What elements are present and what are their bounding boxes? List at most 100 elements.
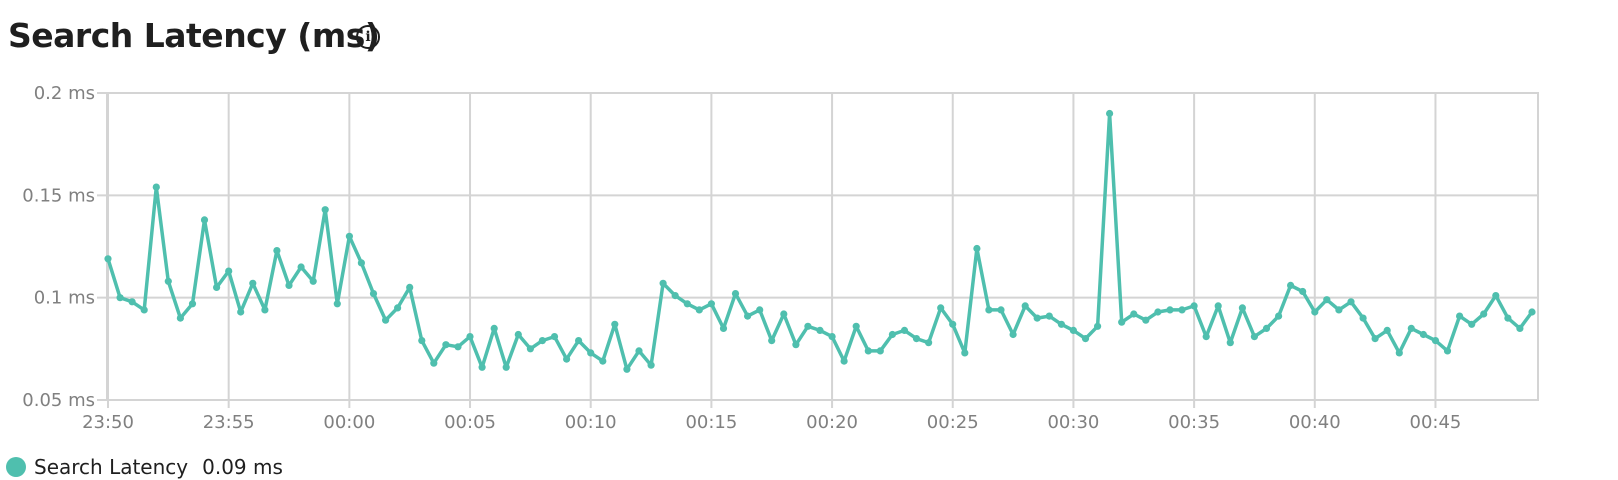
data-point — [116, 294, 124, 302]
data-point — [1154, 308, 1162, 316]
data-point — [1142, 316, 1150, 324]
data-point — [888, 330, 897, 339]
x-tick-label: 00:15 — [685, 412, 737, 433]
data-point — [575, 337, 583, 345]
data-point — [514, 330, 522, 339]
data-point — [1202, 333, 1210, 341]
x-tick-label: 00:35 — [1168, 412, 1220, 433]
data-point — [200, 216, 209, 224]
x-tick-label: 23:55 — [203, 412, 255, 433]
y-tick-label: 0.05 ms — [22, 390, 95, 411]
data-point — [104, 255, 112, 263]
x-tick-label: 00:30 — [1047, 412, 1099, 433]
data-point — [756, 306, 764, 314]
data-point — [1468, 320, 1476, 328]
data-point — [394, 304, 402, 312]
data-point — [382, 316, 390, 324]
data-point — [466, 333, 474, 341]
data-point — [949, 320, 957, 328]
data-point — [683, 300, 691, 308]
data-point — [659, 279, 667, 287]
data-point — [780, 310, 788, 318]
data-point — [1299, 287, 1307, 296]
data-point — [1262, 324, 1271, 332]
data-point — [225, 267, 233, 275]
x-tick-label: 00:25 — [927, 412, 979, 433]
data-point — [900, 326, 909, 334]
data-point — [176, 314, 184, 322]
legend-current-value: 0.09 ms — [202, 455, 283, 479]
y-axis-ticks: 0.05 ms 0.1 ms 0.15 ms 0.2 ms — [22, 83, 95, 411]
data-point — [864, 347, 872, 355]
data-point — [1419, 330, 1427, 339]
data-point — [635, 347, 643, 355]
data-point — [502, 363, 510, 371]
data-point — [285, 281, 293, 289]
data-point — [309, 277, 317, 285]
x-tick-label: 00:20 — [806, 412, 858, 433]
data-point — [152, 183, 160, 191]
data-point — [188, 300, 197, 308]
data-point — [1443, 347, 1452, 355]
x-tick-label: 00:45 — [1410, 412, 1462, 433]
data-point — [1287, 281, 1295, 289]
data-point — [140, 306, 148, 314]
data-point — [1492, 292, 1500, 300]
x-tick-label: 00:40 — [1289, 412, 1341, 433]
data-point — [768, 337, 776, 345]
data-point — [1094, 322, 1102, 330]
data-point — [804, 322, 812, 330]
data-point — [840, 357, 848, 365]
x-tick-label: 00:00 — [323, 412, 375, 433]
data-point — [1528, 308, 1536, 316]
data-point — [973, 244, 981, 253]
data-point — [1238, 304, 1246, 312]
data-point — [297, 263, 305, 271]
data-point — [731, 290, 740, 298]
info-circle-icon[interactable]: i — [356, 25, 380, 49]
data-point — [611, 320, 619, 328]
data-point — [1214, 302, 1222, 310]
data-point — [333, 300, 341, 308]
data-point — [550, 333, 559, 341]
data-point — [369, 290, 378, 298]
data-point — [599, 357, 607, 365]
data-point — [538, 337, 547, 345]
data-point — [1359, 314, 1367, 322]
data-point — [1106, 109, 1114, 118]
data-point — [1311, 308, 1319, 316]
data-point — [345, 232, 353, 240]
data-point — [1323, 296, 1331, 304]
data-point — [719, 324, 728, 332]
data-point — [828, 333, 836, 341]
data-point — [164, 277, 172, 285]
data-point — [1383, 326, 1391, 334]
chart-legend[interactable]: Search Latency 0.09 ms — [6, 455, 283, 479]
data-point — [406, 283, 414, 291]
data-point — [647, 361, 655, 369]
data-point — [249, 279, 257, 287]
x-axis-ticks: 23:50 23:55 00:00 00:05 00:10 00:15 00:20 00:25… — [82, 412, 1461, 433]
data-point — [213, 283, 221, 291]
data-point — [1057, 320, 1065, 328]
data-point — [1516, 324, 1524, 332]
x-tick-label: 00:05 — [444, 412, 496, 433]
data-point — [1431, 337, 1440, 345]
data-point — [1118, 318, 1126, 326]
data-point — [997, 306, 1005, 314]
data-point — [563, 355, 571, 363]
data-point — [1250, 333, 1258, 341]
y-tick-label: 0.2 ms — [34, 83, 95, 104]
data-point — [816, 326, 824, 334]
y-tick-label: 0.1 ms — [34, 288, 95, 309]
data-point — [1166, 306, 1174, 314]
line-chart: 0.05 ms 0.1 ms 0.15 ms 0.2 ms 23:50 23:55 00:… — [22, 83, 1539, 433]
data-point — [852, 322, 860, 330]
data-point — [1275, 312, 1283, 320]
data-point — [1407, 324, 1415, 332]
legend-series-name: Search Latency — [34, 455, 189, 479]
data-point — [937, 304, 945, 312]
data-point — [961, 349, 969, 357]
data-point — [418, 337, 426, 345]
